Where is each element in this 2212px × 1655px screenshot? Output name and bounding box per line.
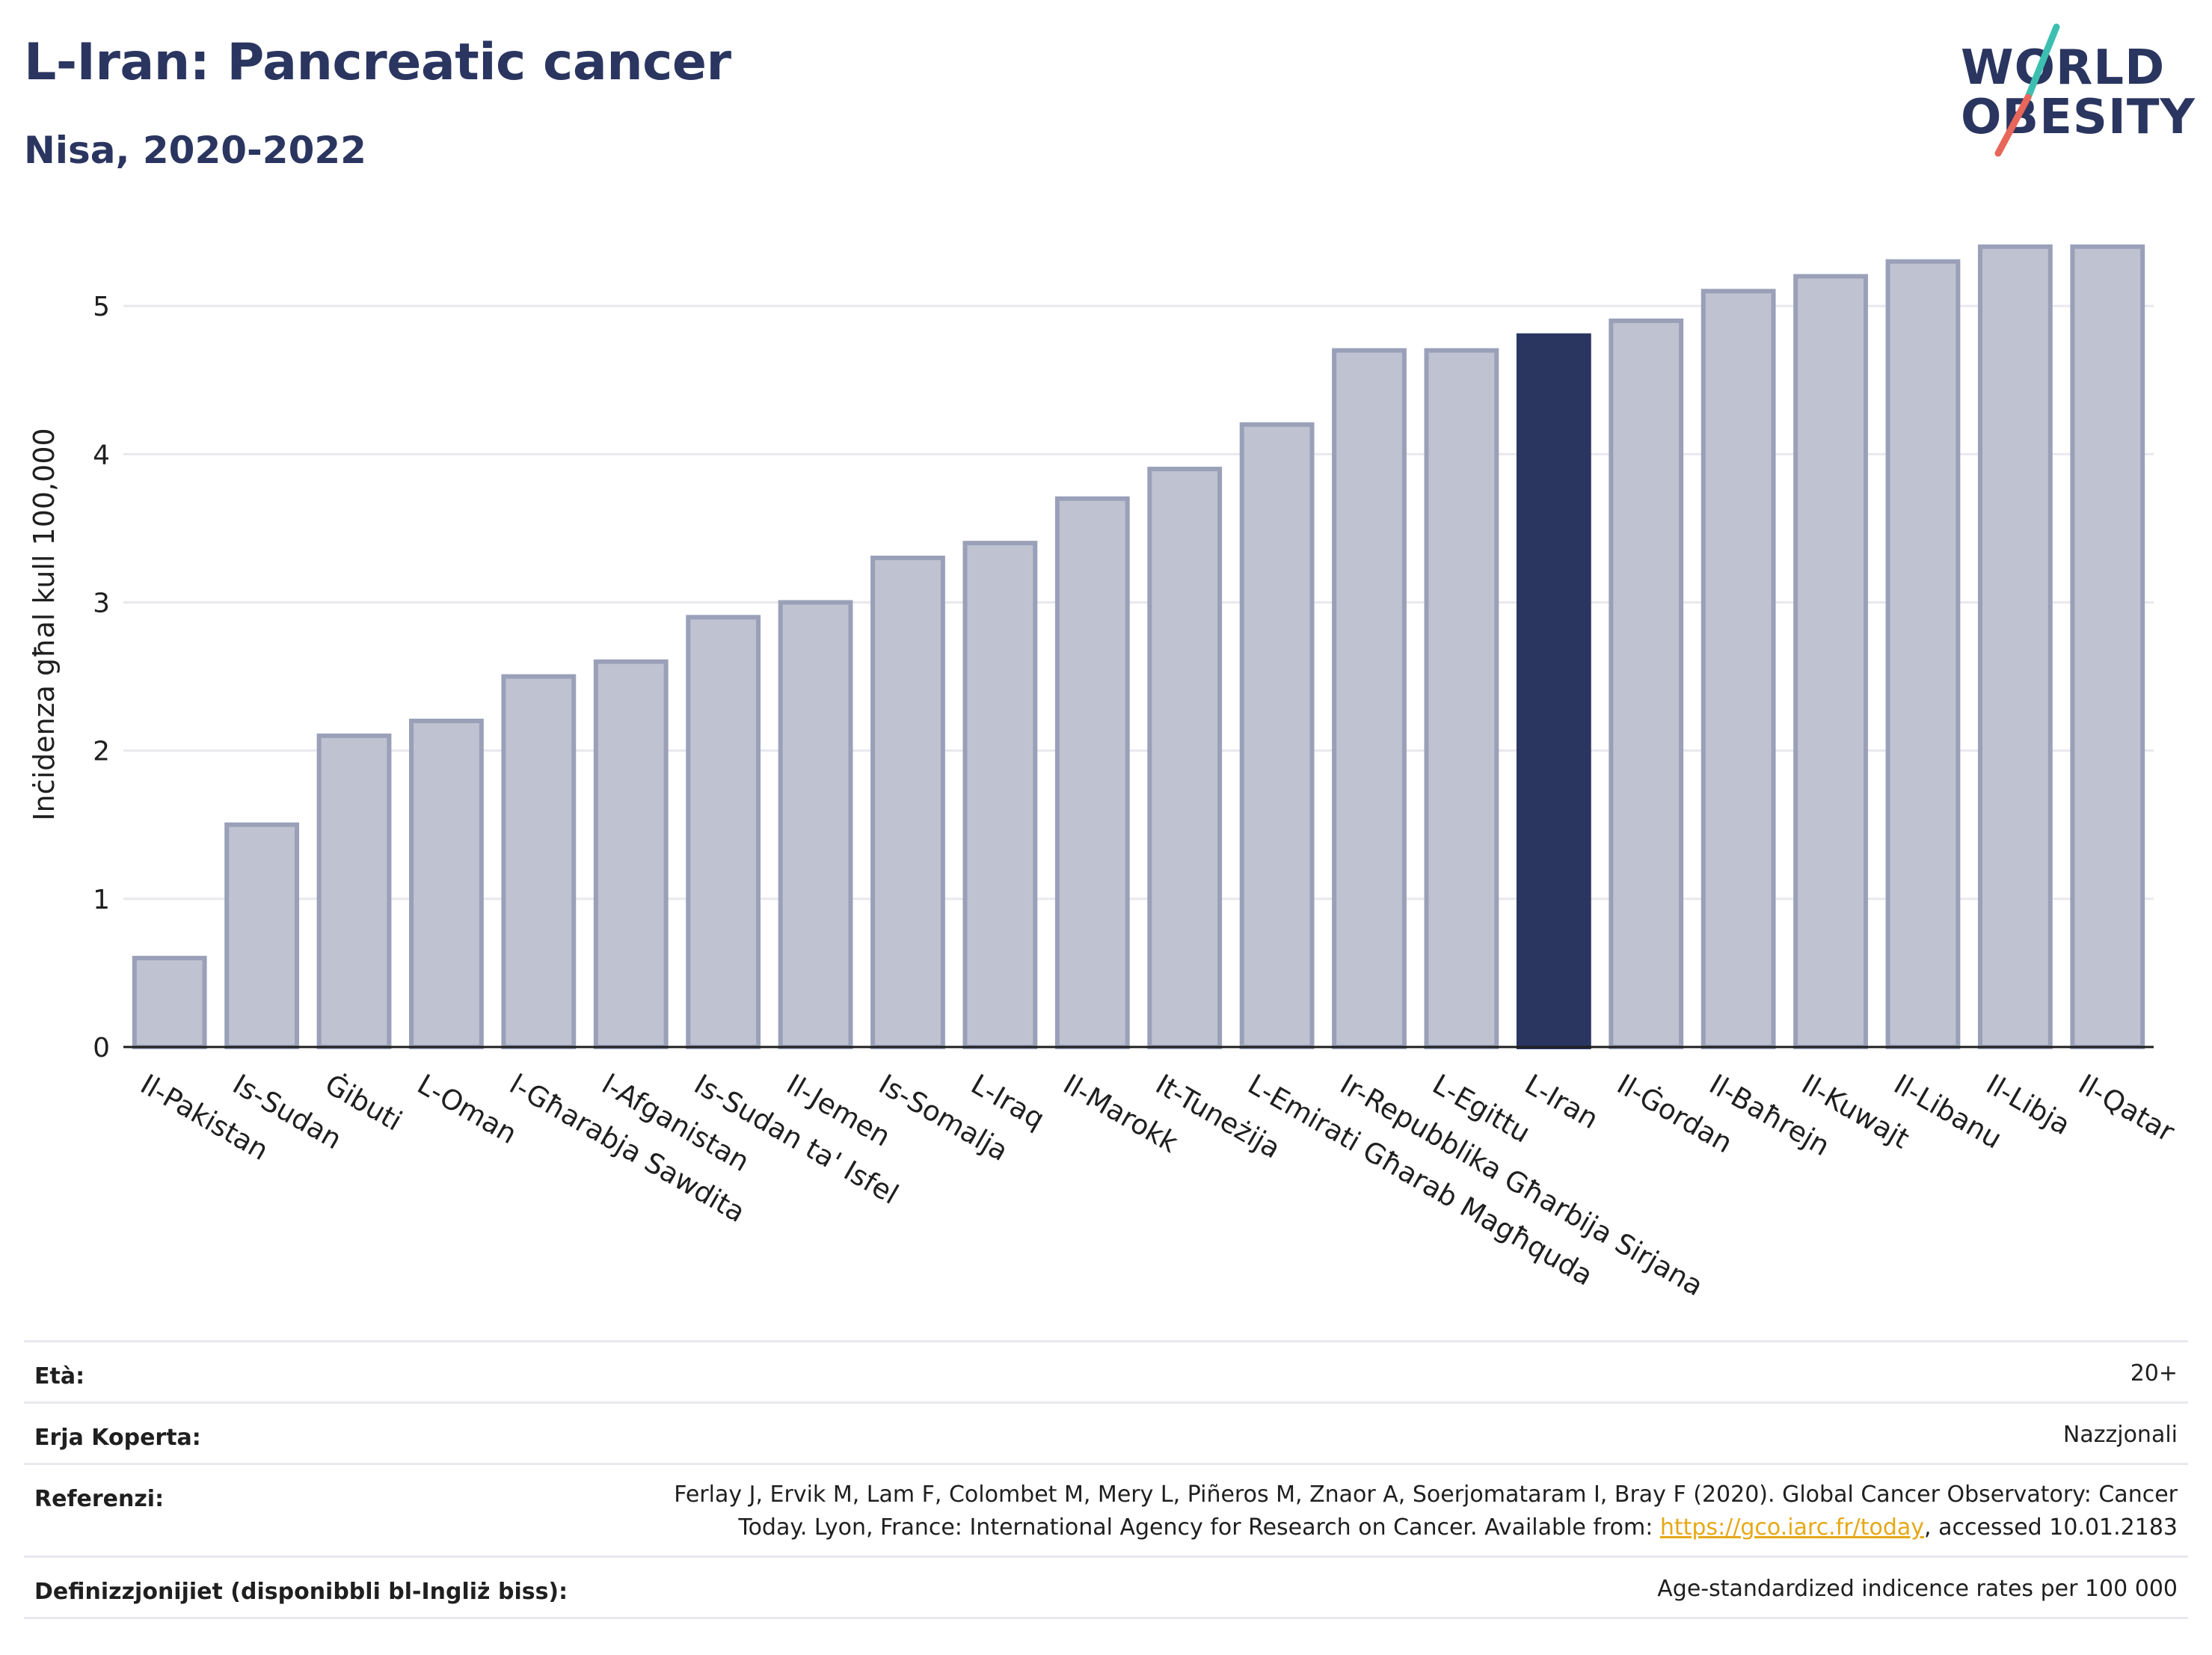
y-tick-label: 1 bbox=[93, 885, 110, 915]
bar bbox=[1885, 259, 1961, 1049]
bar bbox=[316, 733, 392, 1049]
meta-bottom-border bbox=[24, 1617, 2188, 1619]
page-subtitle: Nisa, 2020-2022 bbox=[24, 129, 366, 172]
bar bbox=[870, 556, 945, 1049]
x-tick-label: Il-Qatar bbox=[2073, 1068, 2181, 1149]
bar bbox=[132, 956, 207, 1050]
bar bbox=[1793, 274, 1868, 1049]
bar bbox=[593, 659, 669, 1049]
bar bbox=[778, 600, 853, 1049]
bar bbox=[962, 541, 1038, 1049]
bar bbox=[1054, 496, 1130, 1049]
bar bbox=[686, 615, 761, 1049]
meta-row-definitions: Definizzjonijiet (disponibbli bl-Ingliż … bbox=[24, 1556, 2188, 1619]
definitions-value: Age-standardized indicence rates per 100… bbox=[1657, 1576, 2178, 1602]
bar bbox=[1332, 348, 1407, 1049]
references-line-1: Ferlay J, Ervik M, Lam F, Colombet M, Me… bbox=[674, 1481, 2178, 1508]
bar bbox=[501, 674, 577, 1050]
bar bbox=[1701, 289, 1776, 1050]
references-line-2: Today. Lyon, France: International Agenc… bbox=[674, 1511, 2178, 1544]
y-tick-label: 4 bbox=[93, 440, 110, 470]
area-value: Nazzjonali bbox=[2062, 1422, 2178, 1448]
page-title: L-Iran: Pancreatic cancer bbox=[24, 33, 731, 92]
y-tick-labels: 0 1 2 3 4 5 bbox=[93, 292, 110, 1063]
iarc-link[interactable]: https://gco.iarc.fr/today bbox=[1659, 1514, 1925, 1541]
references-label: Referenzi: bbox=[34, 1486, 165, 1512]
x-tick-label: L-Oman bbox=[412, 1068, 523, 1150]
references-value: Ferlay J, Ervik M, Lam F, Colombet M, Me… bbox=[674, 1479, 2178, 1544]
world-obesity-logo: WORLD OBESITY bbox=[1944, 22, 2199, 165]
meta-row-age: Età: 20+ bbox=[24, 1340, 2188, 1404]
references-line-2-text: Today. Lyon, France: International Agenc… bbox=[738, 1514, 1660, 1541]
bar bbox=[1147, 467, 1223, 1049]
y-tick-label: 5 bbox=[93, 292, 110, 322]
meta-row-area: Erja Koperta: Nazzjonali bbox=[24, 1401, 2188, 1465]
y-tick-label: 2 bbox=[93, 737, 110, 767]
bar bbox=[409, 719, 484, 1049]
bar bbox=[1424, 348, 1499, 1049]
age-value: 20+ bbox=[2130, 1360, 2178, 1387]
y-axis-label: Inċidenza għal kull 100,000 bbox=[28, 428, 61, 820]
meta-row-references: Referenzi: Ferlay J, Ervik M, Lam F, Col… bbox=[24, 1463, 2188, 1558]
logo-slash-icon bbox=[1994, 23, 2060, 157]
references-accessed: , accessed 10.01.2183 bbox=[1924, 1514, 2178, 1541]
y-tick-label: 3 bbox=[93, 588, 110, 618]
bar bbox=[1609, 318, 1684, 1049]
bar bbox=[2070, 244, 2145, 1049]
logo-line-world: WORLD bbox=[1961, 40, 2166, 96]
bar bbox=[224, 822, 300, 1050]
y-tick-label: 0 bbox=[93, 1033, 110, 1063]
bars bbox=[132, 244, 2145, 1050]
area-label: Erja Koperta: bbox=[34, 1425, 201, 1451]
bar bbox=[1239, 422, 1315, 1049]
age-label: Età: bbox=[34, 1363, 85, 1390]
definitions-label: Definizzjonijiet (disponibbli bl-Ingliż … bbox=[34, 1579, 568, 1605]
bar-highlight bbox=[1516, 333, 1591, 1049]
logo-line-obesity: OBESITY bbox=[1961, 90, 2196, 145]
bar bbox=[1977, 244, 2053, 1049]
